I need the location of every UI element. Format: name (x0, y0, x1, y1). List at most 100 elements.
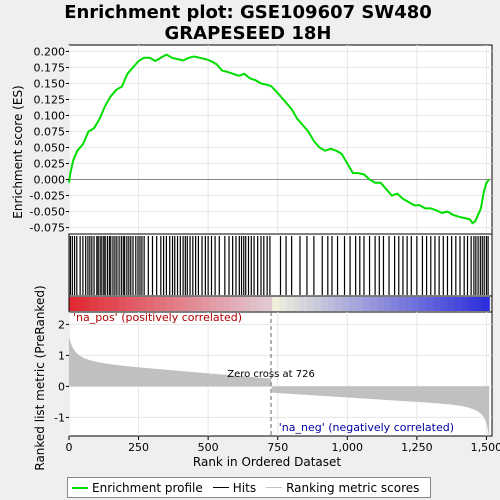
colorbar-segment (167, 297, 175, 311)
metric-y-axis-label: Ranked list metric (PreRanked) (33, 285, 47, 470)
colorbar-segment (377, 297, 385, 311)
colorbar-segment (328, 297, 336, 311)
es-y-tick-label: 0.100 (34, 109, 66, 122)
colorbar-segment (370, 297, 378, 311)
colorbar-segment (69, 297, 77, 311)
legend-swatch-hits (212, 487, 229, 488)
colorbar-segment (272, 297, 280, 311)
colorbar-segment (356, 297, 364, 311)
legend-swatch-enrichment (72, 486, 88, 489)
colorbar-segment (90, 297, 98, 311)
legend-item-hits: Hits (212, 481, 256, 495)
metric-y-tick-label: 2 (58, 318, 65, 331)
chart-title-line2: GRAPESEED 18H (165, 23, 332, 44)
x-tick-label: 1,250 (401, 441, 433, 454)
es-y-tick-label: 0.175 (34, 61, 66, 74)
x-tick-label: 500 (198, 441, 219, 454)
colorbar-segment (76, 297, 84, 311)
colorbar-segment (230, 297, 238, 311)
colorbar-segment (293, 297, 301, 311)
legend-item-enrichment: Enrichment profile (72, 481, 203, 495)
colorbar-segment (482, 297, 490, 311)
es-y-tick-label: -0.050 (30, 206, 65, 219)
colorbar-segment (405, 297, 413, 311)
es-y-tick-label: 0.125 (34, 93, 66, 106)
colorbar-segment (384, 297, 392, 311)
metric-y-tick-label: -1 (54, 411, 65, 424)
es-y-tick-label: 0.000 (34, 174, 66, 187)
x-tick-label: 0 (66, 441, 73, 454)
enrichment-profile-line (68, 53, 490, 225)
metric-y-ticks: 2 1 0 -1 (54, 318, 69, 424)
metric-y-tick-label: 0 (58, 380, 65, 393)
es-gridlines (68, 45, 492, 234)
x-tick-label: 1,000 (332, 441, 364, 454)
colorbar-segment (97, 297, 105, 311)
colorbar-segment (412, 297, 420, 311)
colorbar-segment (342, 297, 350, 311)
colorbar-segment (139, 297, 147, 311)
x-axis-label: Rank in Ordered Dataset (193, 455, 341, 469)
colorbar-segment (153, 297, 161, 311)
colorbar-segment (202, 297, 210, 311)
colorbar-segment (321, 297, 329, 311)
colorbar-segment (160, 297, 168, 311)
colorbar-segment (111, 297, 119, 311)
colorbar-segment (223, 297, 231, 311)
colorbar-segment (314, 297, 322, 311)
colorbar-segment (125, 297, 133, 311)
colorbar-segment (419, 297, 427, 311)
colorbar-segment (447, 297, 455, 311)
colorbar-segment (132, 297, 140, 311)
colorbar-segment (335, 297, 343, 311)
colorbar-segment (391, 297, 399, 311)
legend-label-ranking: Ranking metric scores (286, 480, 420, 495)
rank-colorbar (69, 297, 490, 311)
x-tick-label: 250 (128, 441, 149, 454)
es-y-tick-label: 0.025 (34, 158, 66, 171)
colorbar-segment (440, 297, 448, 311)
ranking-metric-area (69, 336, 490, 440)
x-tick-label: 1,500 (471, 441, 500, 454)
colorbar-segment (181, 297, 189, 311)
es-y-tick-label: 0.150 (34, 77, 66, 90)
legend-item-ranking: Ranking metric scores (266, 481, 419, 495)
positive-correlation-label: 'na_pos' (positively correlated) (73, 311, 242, 324)
colorbar-segment (265, 297, 273, 311)
colorbar-segment (468, 297, 476, 311)
es-y-axis-label: Enrichment score (ES) (11, 85, 25, 218)
es-y-tick-label: 0.075 (34, 125, 66, 138)
colorbar-segment (300, 297, 308, 311)
colorbar-segment (363, 297, 371, 311)
es-y-tick-label: 0.050 (34, 142, 66, 155)
metric-y-tick-label: 1 (58, 349, 65, 362)
colorbar-segment (216, 297, 224, 311)
colorbar-segment (174, 297, 182, 311)
x-tick-label: 750 (267, 441, 288, 454)
colorbar-segment (118, 297, 126, 311)
colorbar-segment (209, 297, 217, 311)
chart-legend: Enrichment profile Hits Ranking metric s… (67, 477, 431, 498)
colorbar-segment (433, 297, 441, 311)
colorbar-segment (104, 297, 112, 311)
colorbar-segment (426, 297, 434, 311)
es-y-tick-label: -0.025 (30, 190, 65, 203)
colorbar-segment (251, 297, 259, 311)
colorbar-segment (244, 297, 252, 311)
colorbar-segment (286, 297, 294, 311)
colorbar-segment (188, 297, 196, 311)
x-ticks: 0 250 500 750 1,000 1,250 1,500 (66, 436, 500, 454)
colorbar-segment (307, 297, 315, 311)
colorbar-segment (83, 297, 91, 311)
colorbar-segment (461, 297, 469, 311)
chart-title-line1: Enrichment plot: GSE109607 SW480 (64, 2, 432, 23)
es-y-tick-label: 0.200 (34, 45, 66, 58)
colorbar-segment (398, 297, 406, 311)
colorbar-segment (454, 297, 462, 311)
es-panel (68, 44, 493, 235)
legend-label-enrichment: Enrichment profile (92, 480, 203, 495)
zero-cross-label: Zero cross at 726 (227, 369, 315, 380)
es-y-ticks: 0.200 0.175 0.150 0.125 0.100 0.075 0.050 0.025… (30, 45, 69, 235)
